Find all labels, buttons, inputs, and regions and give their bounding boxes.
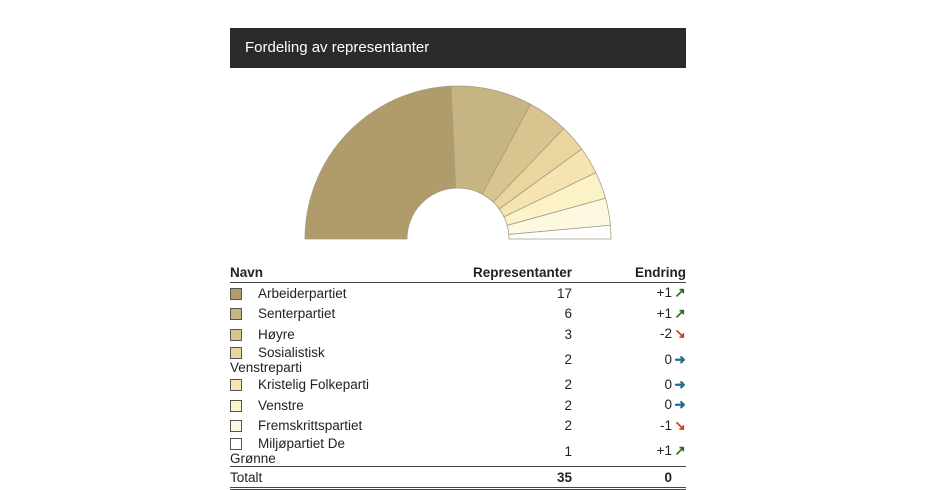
panel-title: Fordeling av representanter bbox=[230, 28, 686, 68]
col-header-change: Endring bbox=[572, 260, 686, 283]
legend-swatch bbox=[230, 420, 242, 433]
party-name: Venstre bbox=[258, 397, 304, 413]
party-row: Venstre 2 0 ➜ bbox=[230, 395, 686, 416]
party-row: Miljøpartiet De Grønne 1 +1 ↗ bbox=[230, 436, 686, 467]
legend-swatch bbox=[230, 308, 242, 321]
party-name-cell: Miljøpartiet De Grønne bbox=[230, 436, 372, 467]
party-change-cell: -1 ↘ bbox=[572, 416, 686, 437]
party-reps: 3 bbox=[564, 326, 572, 342]
total-reps: 35 bbox=[372, 466, 572, 490]
party-change: +1 bbox=[656, 305, 672, 321]
arrow-right-icon: ➜ bbox=[674, 376, 686, 392]
party-name-cell: Senterpartiet bbox=[230, 304, 372, 325]
legend-swatch bbox=[230, 399, 242, 412]
party-change-cell: 0 ➜ bbox=[572, 345, 686, 375]
legend-swatch bbox=[230, 346, 242, 359]
party-change: 0 bbox=[664, 376, 672, 392]
arrow-up-icon: ↗ bbox=[674, 443, 686, 458]
party-name: Kristelig Folkeparti bbox=[258, 377, 370, 393]
party-name-cell: Høyre bbox=[230, 324, 372, 345]
party-row: Senterpartiet 6 +1 ↗ bbox=[230, 304, 686, 325]
arrow-right-icon: ➜ bbox=[674, 351, 686, 367]
party-change: -1 bbox=[659, 417, 672, 433]
legend-swatch bbox=[230, 287, 242, 300]
col-header-reps: Representanter bbox=[372, 260, 572, 283]
party-name: Arbeiderpartiet bbox=[258, 285, 347, 301]
party-change-cell: 0 ➜ bbox=[572, 395, 686, 416]
total-change: 0 bbox=[572, 466, 686, 490]
party-change: 0 bbox=[664, 351, 672, 367]
party-name-cell: Fremskrittspartiet bbox=[230, 416, 372, 437]
party-name: Høyre bbox=[258, 326, 295, 342]
party-change-cell: +1 ↗ bbox=[572, 304, 686, 325]
party-name: Miljøpartiet De Grønne bbox=[230, 436, 346, 466]
party-reps: 6 bbox=[564, 306, 572, 322]
party-change: 0 bbox=[664, 397, 672, 413]
arrow-up-icon: ↗ bbox=[674, 285, 686, 301]
arrow-down-icon: ↘ bbox=[674, 417, 686, 433]
arrow-up-icon: ↗ bbox=[674, 305, 686, 321]
party-table: Navn Representanter Endring Arbeiderpart… bbox=[230, 260, 686, 490]
party-name-cell: Arbeiderpartiet bbox=[230, 283, 372, 304]
party-change: +1 bbox=[656, 285, 672, 301]
col-header-name: Navn bbox=[230, 260, 372, 283]
party-name: Fremskrittspartiet bbox=[258, 418, 363, 434]
party-change: -2 bbox=[659, 326, 672, 342]
party-name: Sosialistisk Venstreparti bbox=[230, 344, 325, 375]
party-reps: 2 bbox=[564, 377, 572, 393]
arrow-down-icon: ↘ bbox=[674, 326, 686, 342]
total-label: Totalt bbox=[230, 466, 372, 490]
legend-swatch bbox=[230, 379, 242, 392]
party-name-cell: Venstre bbox=[230, 395, 372, 416]
party-name-cell: Kristelig Folkeparti bbox=[230, 375, 372, 396]
party-change-cell: -2 ↘ bbox=[572, 324, 686, 345]
party-change: +1 bbox=[656, 443, 672, 458]
party-name-cell: Sosialistisk Venstreparti bbox=[230, 345, 372, 375]
party-reps: 2 bbox=[564, 397, 572, 413]
party-name: Senterpartiet bbox=[258, 306, 336, 322]
party-change-cell: +1 ↗ bbox=[572, 283, 686, 304]
party-reps: 2 bbox=[564, 352, 572, 367]
legend-swatch bbox=[230, 328, 242, 341]
party-row: Arbeiderpartiet 17 +1 ↗ bbox=[230, 283, 686, 304]
total-row: Totalt 35 0 bbox=[230, 466, 686, 490]
party-reps: 2 bbox=[564, 418, 572, 434]
chart-segment bbox=[304, 85, 457, 240]
party-row: Høyre 3 -2 ↘ bbox=[230, 324, 686, 345]
party-reps: 1 bbox=[564, 443, 572, 459]
party-change-cell: +1 ↗ bbox=[572, 436, 686, 467]
party-row: Sosialistisk Venstreparti 2 0 ➜ bbox=[230, 345, 686, 375]
party-row: Fremskrittspartiet 2 -1 ↘ bbox=[230, 416, 686, 437]
chart-segment bbox=[508, 224, 612, 240]
party-row: Kristelig Folkeparti 2 0 ➜ bbox=[230, 375, 686, 396]
seat-distribution-panel: Fordeling av representanter Navn Represe… bbox=[230, 28, 686, 490]
arrow-right-icon: ➜ bbox=[674, 397, 686, 413]
table-header-row: Navn Representanter Endring bbox=[230, 260, 686, 283]
half-donut-chart bbox=[304, 85, 612, 240]
party-change-cell: 0 ➜ bbox=[572, 375, 686, 396]
legend-swatch bbox=[230, 438, 242, 450]
party-reps: 17 bbox=[556, 285, 572, 301]
